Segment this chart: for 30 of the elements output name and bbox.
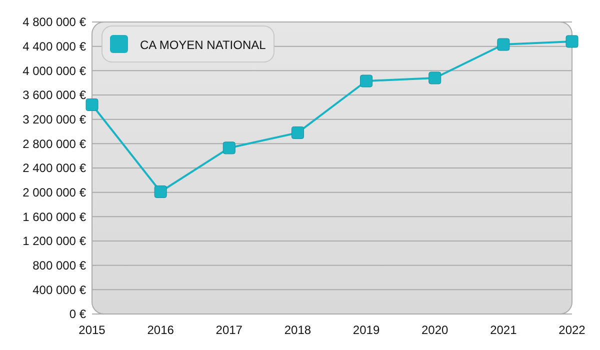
- point: [566, 35, 578, 48]
- point: [222, 142, 236, 154]
- point: [86, 98, 98, 111]
- y-tick-label: 1 200 000 €: [22, 234, 86, 248]
- x-tick-label: 2015: [78, 323, 106, 337]
- y-tick-label: 4 000 000 €: [22, 64, 86, 78]
- x-tick-label: 2020: [422, 323, 449, 337]
- y-tick-label: 2 800 000 €: [22, 136, 86, 151]
- point: [497, 38, 510, 51]
- x-tick-label: 2022: [558, 323, 586, 337]
- y-tick-label: 1 600 000 €: [22, 210, 86, 224]
- y-tick-label: 2 400 000 €: [22, 161, 86, 176]
- y-tick-label: 0 €: [69, 307, 86, 322]
- y-tick-label: 800 000 €: [32, 258, 86, 273]
- x-tick-label: 2016: [147, 323, 174, 337]
- x-tick-label: 2021: [490, 323, 518, 337]
- y-tick-label: 2 000 000 €: [22, 186, 86, 200]
- point: [154, 185, 167, 198]
- point: [428, 72, 442, 84]
- x-tick-label: 2019: [352, 323, 380, 337]
- point: [360, 74, 373, 88]
- y-tick-label: 4 400 000 €: [22, 40, 86, 54]
- y-tick-label: 400 000 €: [32, 282, 86, 297]
- x-tick-label: 2017: [216, 323, 243, 337]
- y-tick-label: 3 200 000 €: [22, 112, 86, 127]
- point: [291, 126, 304, 139]
- y-tick-label: 4 800 000 €: [22, 15, 86, 30]
- legend-label: CA MOYEN NATIONAL: [140, 38, 266, 52]
- y-tick-label: 3 600 000 €: [22, 88, 86, 102]
- x-tick-label: 2018: [284, 323, 312, 337]
